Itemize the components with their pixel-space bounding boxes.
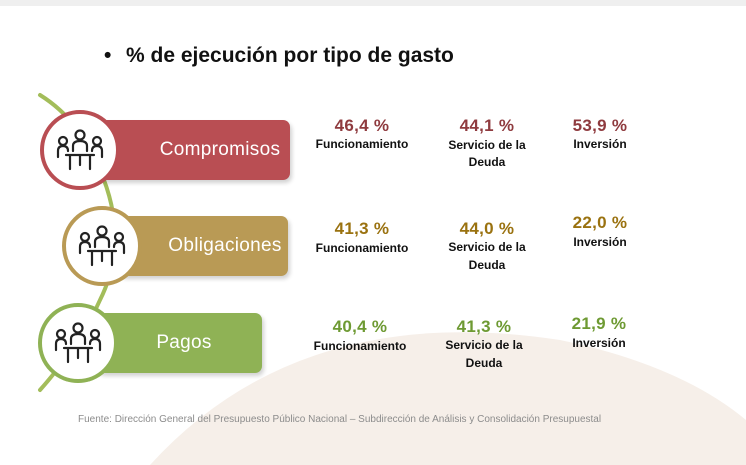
pagos-bar: Pagos	[96, 313, 262, 373]
compromisos-inversion-value: 53,9 %	[572, 116, 628, 135]
pagos-inversion-label: Inversión	[572, 336, 626, 350]
people-meeting-icon	[78, 225, 126, 267]
obligaciones-inversion-label: Inversión	[573, 235, 627, 249]
compromisos-deuda-value: 44,1 %	[459, 116, 515, 135]
obligaciones-deuda-label-line2: Deuda	[468, 258, 506, 272]
pagos-label: Pagos	[156, 332, 212, 353]
compromisos-funcionamiento-value: 46,4 %	[334, 116, 390, 135]
compromisos-deuda-label-line1: Servicio de la	[448, 138, 526, 152]
compromisos-funcionamiento-label: Funcionamiento	[315, 137, 409, 151]
pagos-inversion-value: 21,9 %	[571, 314, 627, 333]
compromisos-bar: Compromisos	[96, 120, 290, 180]
pagos-funcionamiento-label: Funcionamiento	[313, 339, 407, 353]
obligaciones-bar: Obligaciones	[118, 216, 288, 276]
obligaciones-funcionamiento-value: 41,3 %	[334, 219, 390, 238]
obligaciones-funcionamiento-label: Funcionamiento	[315, 241, 409, 255]
compromisos-label: Compromisos	[159, 139, 281, 160]
obligaciones-deuda-label-line1: Servicio de la	[448, 240, 526, 254]
source-footnote: Fuente: Dirección General del Presupuest…	[78, 414, 602, 425]
pagos-deuda-label-line1: Servicio de la	[445, 338, 523, 352]
bullet-point: •	[104, 44, 112, 67]
people-meeting-icon	[54, 322, 102, 364]
heading-text: % de ejecución por tipo de gasto	[126, 44, 454, 67]
obligaciones-label: Obligaciones	[168, 235, 282, 256]
pagos-deuda-label-line2: Deuda	[465, 356, 503, 370]
pagos-deuda-value: 41,3 %	[456, 317, 512, 336]
obligaciones-inversion-value: 22,0 %	[572, 213, 628, 232]
compromisos-icon-badge	[40, 110, 120, 190]
compromisos-deuda-label-line2: Deuda	[468, 155, 506, 169]
obligaciones-icon-badge	[62, 206, 142, 286]
obligaciones-deuda-value: 44,0 %	[459, 219, 515, 238]
pagos-funcionamiento-value: 40,4 %	[332, 317, 388, 336]
top-bar	[0, 0, 746, 6]
slide-heading: • % de ejecución por tipo de gasto	[104, 44, 454, 68]
pagos-icon-badge	[38, 303, 118, 383]
people-meeting-icon	[56, 129, 104, 171]
compromisos-inversion-label: Inversión	[573, 137, 627, 151]
